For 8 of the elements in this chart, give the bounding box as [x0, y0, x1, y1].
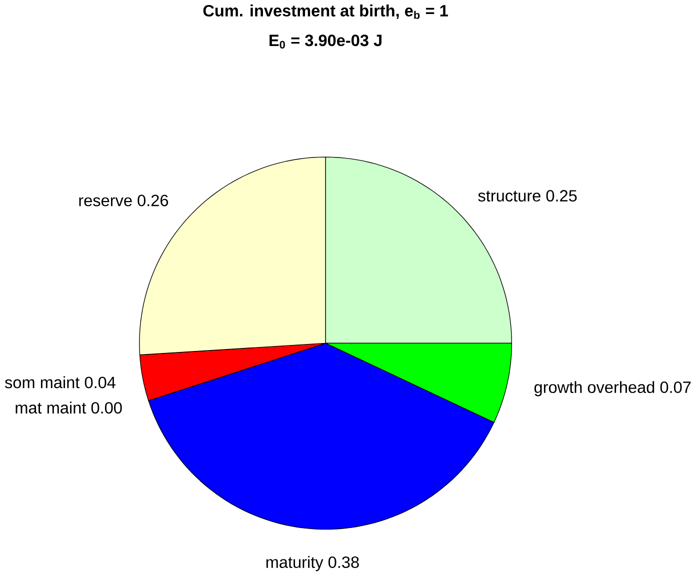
chart-title: Cum. investment at birth, e$_{b}$ = 1 — [203, 4, 448, 19]
category-label: mat maint 0.00 — [16, 402, 122, 414]
slice-label: maturity 0.38 — [266, 556, 359, 572]
slice-label: structure 0.25 — [478, 190, 577, 202]
slice-label: growth overhead 0.07 — [534, 381, 691, 396]
slice-label: reserve 0.26 — [79, 194, 168, 206]
slice-label: som maint 0.04 — [4, 376, 116, 388]
chart-subtitle: E$_{0}$ = 3.90e-03 J — [270, 34, 382, 49]
